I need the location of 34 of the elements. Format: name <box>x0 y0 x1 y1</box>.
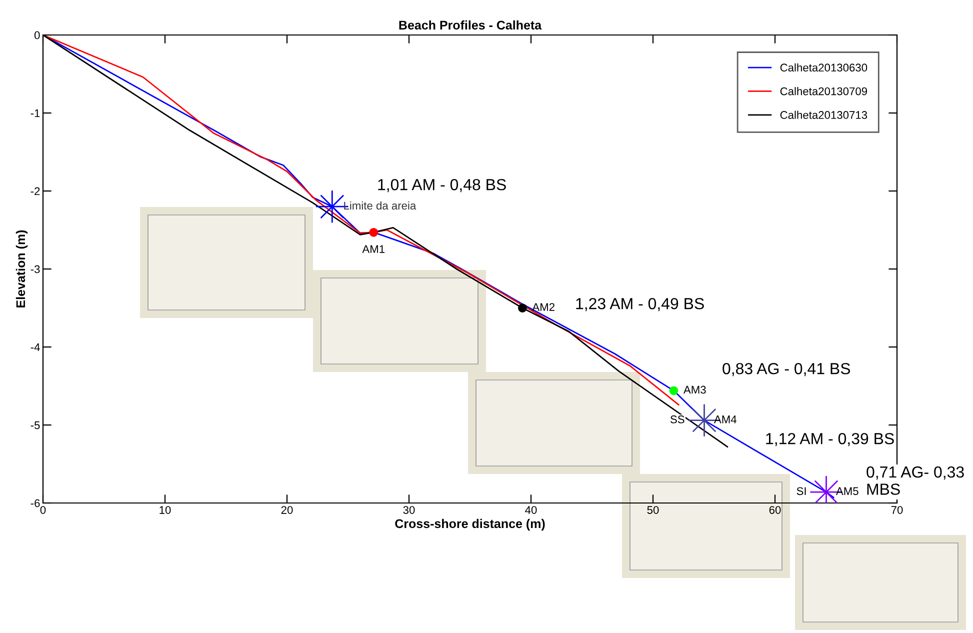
x-tick-label: 0 <box>40 506 46 514</box>
annotation: 1,12 AM - 0,39 BS <box>766 432 894 446</box>
y-tick-label: -2 <box>30 187 40 196</box>
annotation: AM3 <box>683 386 706 394</box>
annotation: 1,23 AM - 0,49 BS <box>576 298 704 312</box>
annotation: 0,83 AG - 0,41 BS <box>722 362 850 376</box>
annotation: 1,01 AM - 0,48 BS <box>378 178 506 192</box>
annotation: AM5 <box>836 487 858 496</box>
x-tick-label: 20 <box>281 506 293 514</box>
y-tick-label: -3 <box>30 265 40 274</box>
x-tick-label: 60 <box>769 506 781 514</box>
x-tick-label: 50 <box>647 506 659 514</box>
y-axis-title: Elevation (m) <box>16 230 28 308</box>
annotation: AM1 <box>362 245 384 253</box>
x-tick-label: 40 <box>525 506 537 514</box>
y-tick-label: -4 <box>30 343 40 352</box>
annotation: 0,71 AG- 0,33 MBS <box>866 466 964 495</box>
legend-label: Calheta20130630 <box>780 63 868 72</box>
chart-title: Beach Profiles - Calheta <box>399 20 542 30</box>
annotation: Limite da areia <box>344 201 416 210</box>
y-tick-label: -1 <box>30 109 40 118</box>
legend-label: Calheta20130709 <box>780 87 868 96</box>
annotation: SS <box>670 415 684 424</box>
x-tick-label: 30 <box>403 506 415 514</box>
annotation: AM4 <box>714 416 736 424</box>
x-tick-label: 70 <box>891 506 903 514</box>
y-tick-label: -5 <box>30 421 40 430</box>
x-axis-title: Cross-shore distance (m) <box>395 518 545 531</box>
x-tick-label: 10 <box>160 506 171 514</box>
annotation: SI <box>796 487 806 496</box>
annotation: AM2 <box>532 303 554 311</box>
y-tick-label: 0 <box>34 31 40 40</box>
y-tick-label: -6 <box>30 499 40 508</box>
legend-label: Calheta20130713 <box>780 110 868 119</box>
